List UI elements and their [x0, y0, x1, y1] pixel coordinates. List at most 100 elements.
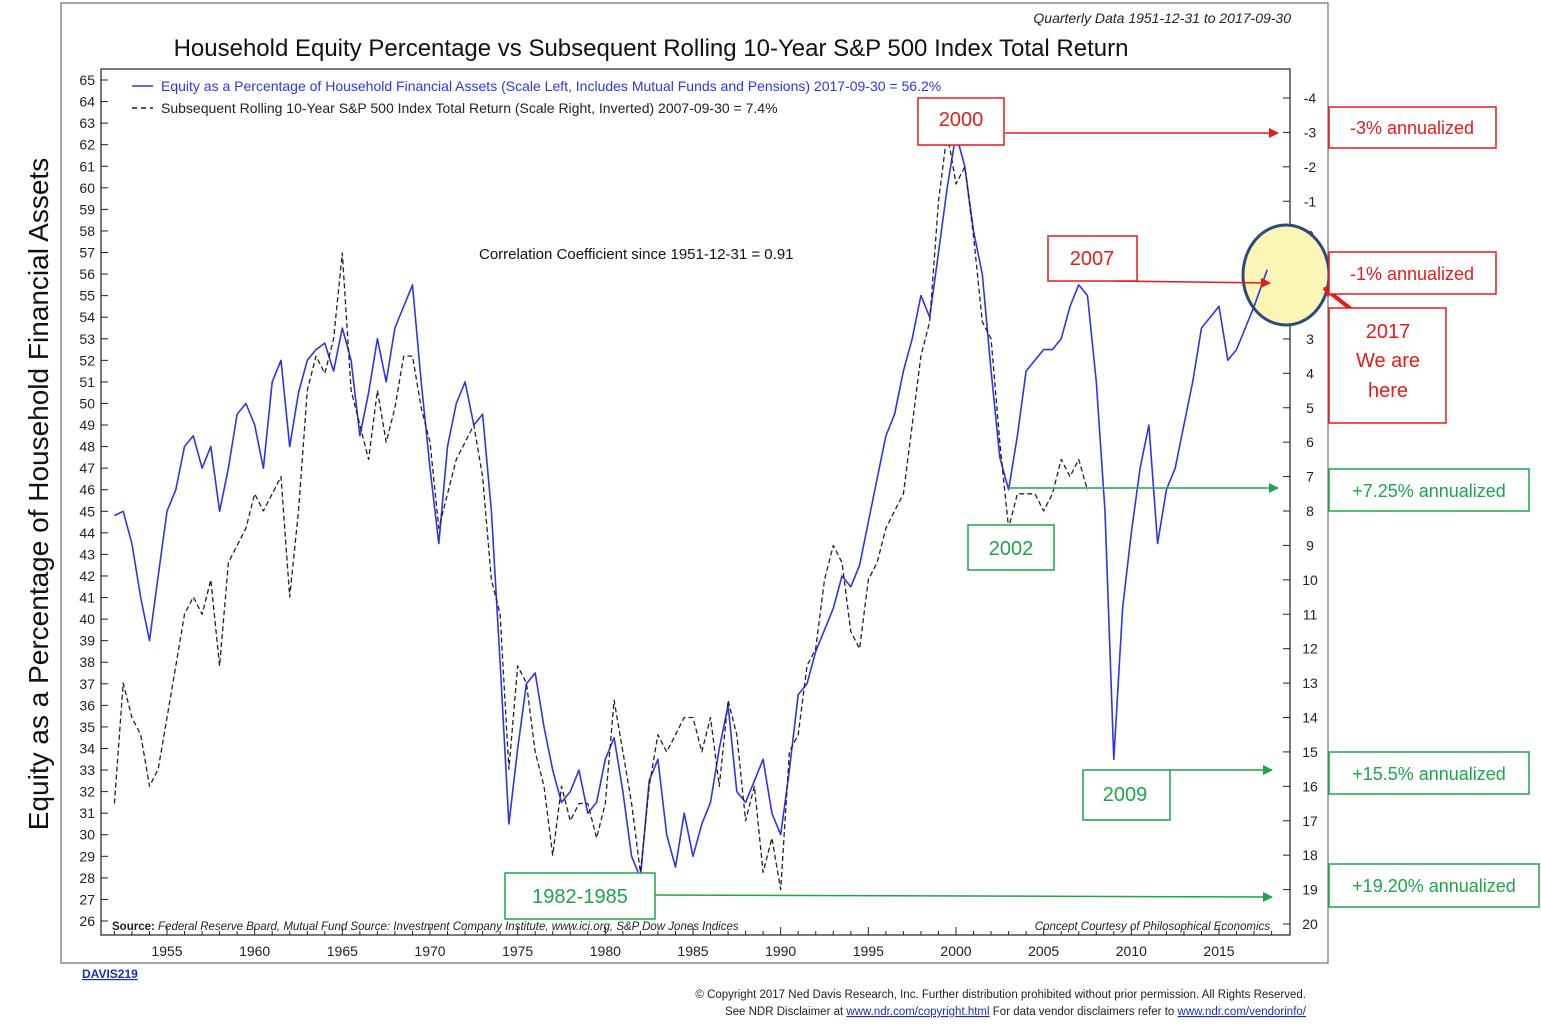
y-left-tick-label: 36 — [79, 697, 95, 713]
y-left-tick-label: 54 — [79, 309, 95, 325]
y-left-tick-label: 28 — [79, 870, 95, 886]
y-left-tick-label: 55 — [79, 288, 95, 304]
y-left-tick-label: 60 — [79, 180, 95, 196]
y-right-tick-label: -2 — [1304, 159, 1317, 175]
legend: Equity as a Percentage of Household Fina… — [132, 78, 941, 116]
label-minus3: -3% annualized — [1350, 118, 1474, 138]
y-right-tick-label: 14 — [1302, 710, 1318, 726]
y-left-tick-label: 27 — [79, 891, 95, 907]
y-right-tick-label: 9 — [1306, 537, 1314, 553]
y-left-tick-label: 50 — [79, 395, 95, 411]
series-layer — [113, 131, 1268, 891]
y-right-tick-label: 11 — [1303, 606, 1318, 622]
y-left-tick-label: 37 — [79, 676, 95, 692]
y-right-tick-label: 18 — [1302, 847, 1318, 863]
x-tick-label: 1975 — [502, 943, 533, 959]
y-right-tick-label: -4 — [1304, 90, 1317, 106]
y-left-tick-label: 57 — [79, 245, 95, 261]
x-axis: 1955 1960 1965 1970 1975 1980 1985 1990 1995 2000… — [113, 927, 1273, 959]
y-left-tick-label: 26 — [79, 913, 95, 929]
disclaimer-link-copyright[interactable]: www.ndr.com/copyright.html — [845, 1006, 989, 1018]
x-tick-label: 2010 — [1116, 943, 1147, 959]
y-left-tick-label: 41 — [79, 590, 95, 606]
x-tick-label: 1955 — [151, 943, 182, 959]
box-2009 — [1082, 769, 1171, 821]
label-2000: 2000 — [939, 109, 984, 131]
label-1982: 1982-1985 — [532, 886, 628, 908]
y-left-tick-label: 34 — [79, 740, 95, 756]
y-right-tick-label: 10 — [1302, 572, 1318, 588]
y-left-tick-label: 56 — [79, 266, 95, 282]
concept-credit: Concept Courtesy of Philosophical Econom… — [1035, 921, 1270, 933]
y-left-tick-label: 64 — [79, 94, 95, 110]
box-we-are-here — [1328, 307, 1447, 424]
y-left-tick-label: 52 — [79, 352, 95, 368]
y-left-tick-label: 47 — [79, 460, 95, 476]
box-plus155 — [1328, 751, 1530, 795]
box-1982 — [504, 872, 656, 920]
y-left-axis: 26 27 28 29 30 31 32 33 34 35 36 37 38 39 40 41 42 43 44 45… — [79, 72, 108, 929]
disclaimer: See NDR Disclaimer at www.ndr.com/copyri… — [725, 1006, 1307, 1018]
legend-label-return: Subsequent Rolling 10-Year S&P 500 Index… — [161, 100, 778, 116]
y-left-tick-label: 42 — [79, 568, 95, 584]
x-tick-label: 1990 — [765, 943, 796, 959]
y-left-tick-label: 46 — [79, 482, 95, 498]
y-right-tick-label: 12 — [1302, 641, 1318, 657]
x-tick-label: 1970 — [414, 943, 445, 959]
annotation-boxes: 2000 2007 2002 2009 1982-1985 -3% annual… — [504, 97, 1540, 920]
source-line: Source: Federal Reserve Board, Mutual Fu… — [112, 921, 739, 933]
y-left-tick-label: 31 — [79, 805, 95, 821]
label-plus155: +15.5% annualized — [1352, 764, 1506, 784]
y-left-tick-label: 29 — [79, 848, 95, 864]
series-line-equity-pct — [114, 133, 1268, 879]
disclaimer-middle: For data vendor disclaimers refer to — [993, 1006, 1175, 1018]
box-plus1920 — [1328, 863, 1540, 908]
source-label: Source: — [112, 921, 155, 933]
y-left-tick-label: 58 — [79, 223, 95, 239]
x-tick-label: 2015 — [1203, 943, 1234, 959]
y-left-tick-label: 30 — [79, 827, 95, 843]
plot-area — [100, 68, 1291, 936]
x-tick-label: 1980 — [590, 943, 621, 959]
y-left-tick-label: 61 — [79, 158, 95, 174]
box-minus1 — [1328, 251, 1497, 295]
y-left-tick-label: 65 — [79, 72, 95, 88]
label-2002: 2002 — [989, 538, 1034, 560]
x-tick-label: 1965 — [327, 943, 358, 959]
current-highlight-fill — [1243, 225, 1329, 325]
y-left-tick-label: 39 — [79, 633, 95, 649]
y-left-tick-label: 33 — [79, 762, 95, 778]
davis-link[interactable]: DAVIS219 — [82, 967, 138, 981]
chart-title: Household Equity Percentage vs Subsequen… — [174, 35, 1129, 62]
box-2002 — [967, 524, 1055, 571]
y-right-tick-label: 7 — [1306, 469, 1314, 485]
y-right-axis: -4-3-2-101234567891011121314151617181920 — [1283, 90, 1318, 932]
box-plus725 — [1328, 468, 1530, 512]
y-right-tick-label: 19 — [1302, 882, 1318, 898]
y-right-tick-label: 13 — [1302, 675, 1318, 691]
x-tick-label: 1985 — [677, 943, 708, 959]
y-left-tick-label: 49 — [79, 417, 95, 433]
y-right-tick-label: 4 — [1306, 365, 1314, 381]
y-left-tick-label: 32 — [79, 784, 95, 800]
y-left-tick-label: 63 — [79, 115, 95, 131]
disclaimer-link-vendor[interactable]: www.ndr.com/vendorinfo/ — [1177, 1006, 1307, 1018]
y-right-tick-label: 8 — [1306, 503, 1314, 519]
legend-label-equity: Equity as a Percentage of Household Fina… — [161, 78, 941, 94]
x-tick-label: 1960 — [239, 943, 270, 959]
y-left-tick-label: 48 — [79, 439, 95, 455]
box-2000 — [917, 97, 1005, 146]
y-left-tick-label: 38 — [79, 654, 95, 670]
y-right-tick-label: -3 — [1304, 124, 1317, 140]
label-here-2: We are — [1356, 350, 1420, 372]
y-left-tick-label: 35 — [79, 719, 95, 735]
source-text: Federal Reserve Board, Mutual Fund Sourc… — [158, 921, 739, 933]
y-right-tick-label: 17 — [1302, 813, 1318, 829]
y-left-tick-label: 59 — [79, 201, 95, 217]
y-right-tick-label: 3 — [1306, 331, 1314, 347]
chart-frame — [60, 2, 1329, 964]
y-left-tick-label: 51 — [79, 374, 95, 390]
x-tick-label: 1995 — [853, 943, 884, 959]
y-right-tick-label: 15 — [1302, 744, 1318, 760]
